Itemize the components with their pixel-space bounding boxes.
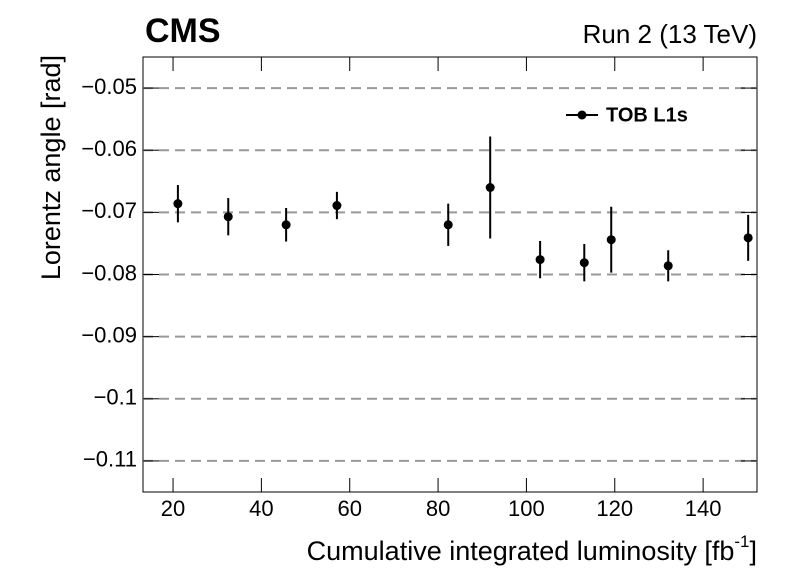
- y-tick-label: −0.11: [83, 447, 137, 472]
- x-axis-label: Cumulative integrated luminosity [fb-1]: [307, 532, 757, 566]
- y-tick-label: −0.06: [81, 136, 137, 161]
- x-tick-label: 120: [596, 496, 633, 521]
- y-axis-label: Lorentz angle [rad]: [36, 55, 66, 280]
- data-point: [579, 258, 589, 268]
- x-tick-label: 20: [161, 496, 185, 521]
- x-axis-label-end: ]: [749, 536, 757, 566]
- y-tick-label: −0.1: [94, 385, 137, 410]
- data-point: [663, 261, 673, 271]
- x-tick-label: 40: [249, 496, 273, 521]
- data-point: [535, 255, 545, 265]
- x-axis-label-sup: -1: [734, 532, 749, 551]
- x-axis-label-text: Cumulative integrated luminosity [fb: [307, 536, 735, 566]
- data-point: [223, 212, 233, 222]
- data-point: [485, 183, 495, 192]
- experiment-label: CMS: [145, 12, 221, 50]
- y-tick-label: −0.09: [81, 322, 137, 347]
- x-tick-label: 100: [508, 496, 545, 521]
- y-tick-label: −0.07: [81, 198, 137, 223]
- x-tick-label: 60: [337, 496, 361, 521]
- data-point: [173, 199, 183, 209]
- data-point: [606, 235, 616, 245]
- run-label: Run 2 (13 TeV): [583, 19, 757, 49]
- data-point: [281, 220, 291, 230]
- legend-marker: [577, 110, 587, 120]
- data-point: [443, 220, 453, 230]
- y-tick-label: −0.08: [81, 260, 137, 285]
- legend-label: TOB L1s: [606, 104, 688, 126]
- data-point: [743, 233, 753, 243]
- y-tick-label: −0.05: [81, 74, 137, 99]
- x-tick-label: 140: [685, 496, 722, 521]
- data-point: [332, 201, 342, 211]
- x-tick-label: 80: [426, 496, 450, 521]
